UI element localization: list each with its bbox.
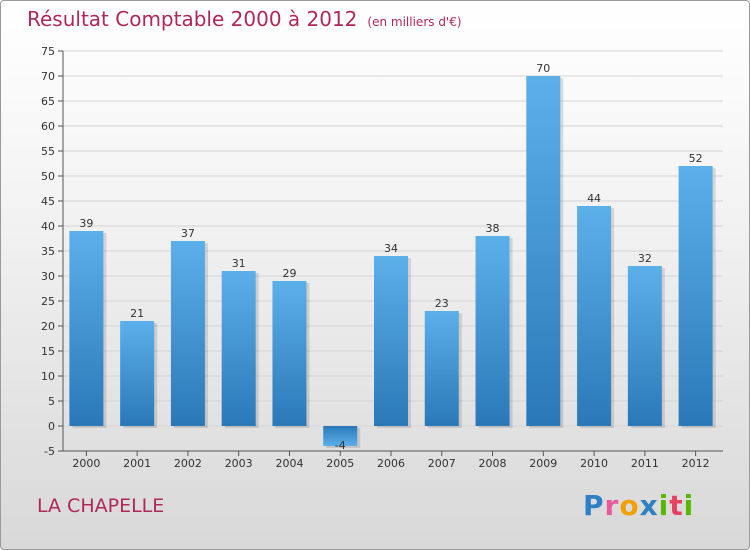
- y-axis: -5 0 5 10 15 20 25 30 35 40 45 50 55 60 65 70 75: [41, 45, 64, 458]
- bar-2007: [424, 311, 459, 426]
- chart-title: Résultat Comptable 2000 à 2012 (en millie…: [27, 7, 462, 31]
- x-tick-label: 2005: [326, 457, 354, 470]
- y-tick-label: 55: [41, 145, 55, 158]
- x-axis: 2000 2001 2002 2003 2004 2005 2006 2007 2008 2009…: [63, 450, 723, 470]
- bar-2005: [323, 426, 358, 446]
- y-tick-label: 10: [41, 370, 55, 383]
- bar-2001: [120, 321, 155, 426]
- bar-2008: [475, 236, 510, 426]
- y-tick-label: 0: [48, 420, 55, 433]
- data-label: 52: [689, 152, 703, 165]
- y-tick-label: 20: [41, 320, 55, 333]
- place-name: LA CHAPELLE: [37, 495, 165, 517]
- data-label: 23: [435, 297, 449, 310]
- y-tick-label: 40: [41, 220, 55, 233]
- data-label: 39: [79, 217, 93, 230]
- data-label: 44: [587, 192, 601, 205]
- bars: 39 21 37 31 29 -4 34 23 38 70 44 32 52: [69, 62, 716, 452]
- data-label: 21: [130, 307, 144, 320]
- data-label: 37: [181, 227, 195, 240]
- y-tick-label: 25: [41, 295, 55, 308]
- data-label: 38: [486, 222, 500, 235]
- y-tick-label: -5: [44, 445, 55, 458]
- y-tick-label: 60: [41, 120, 55, 133]
- data-label: 34: [384, 242, 398, 255]
- x-tick-label: 2000: [72, 457, 100, 470]
- y-tick-label: 70: [41, 70, 55, 83]
- data-label: 32: [638, 252, 652, 265]
- x-tick-label: 2001: [123, 457, 151, 470]
- title-main: Résultat Comptable 2000 à 2012: [27, 7, 358, 31]
- x-tick-label: 2009: [529, 457, 557, 470]
- bar-2000: [69, 231, 104, 426]
- y-tick-label: 45: [41, 195, 55, 208]
- bar-2006: [374, 256, 408, 426]
- x-tick-label: 2010: [580, 457, 608, 470]
- x-tick-label: 2012: [682, 457, 710, 470]
- y-tick-label: 50: [41, 170, 55, 183]
- x-tick-label: 2002: [174, 457, 202, 470]
- y-tick-label: 35: [41, 245, 55, 258]
- x-tick-label: 2006: [377, 457, 405, 470]
- bar-2012: [678, 166, 713, 426]
- x-tick-label: 2007: [428, 457, 456, 470]
- bar-2011: [627, 266, 662, 426]
- data-label: -4: [335, 439, 346, 452]
- y-tick-label: 5: [48, 395, 55, 408]
- x-tick-label: 2004: [275, 457, 303, 470]
- proxiti-logo: Proxiti: [583, 489, 695, 522]
- bar-2009: [526, 76, 561, 426]
- data-label: 70: [536, 62, 550, 75]
- bar-2010: [577, 206, 612, 426]
- x-tick-label: 2003: [225, 457, 253, 470]
- x-tick-label: 2008: [479, 457, 507, 470]
- x-tick-label: 2011: [631, 457, 659, 470]
- y-tick-label: 75: [41, 45, 55, 58]
- title-unit: (en milliers d'€): [367, 15, 462, 29]
- bar-2004: [272, 281, 307, 426]
- data-label: 29: [282, 267, 296, 280]
- data-label: 31: [232, 257, 246, 270]
- bar-2002: [170, 241, 205, 426]
- y-tick-label: 15: [41, 345, 55, 358]
- y-tick-label: 30: [41, 270, 55, 283]
- y-tick-label: 65: [41, 95, 55, 108]
- bar-2003: [221, 271, 256, 426]
